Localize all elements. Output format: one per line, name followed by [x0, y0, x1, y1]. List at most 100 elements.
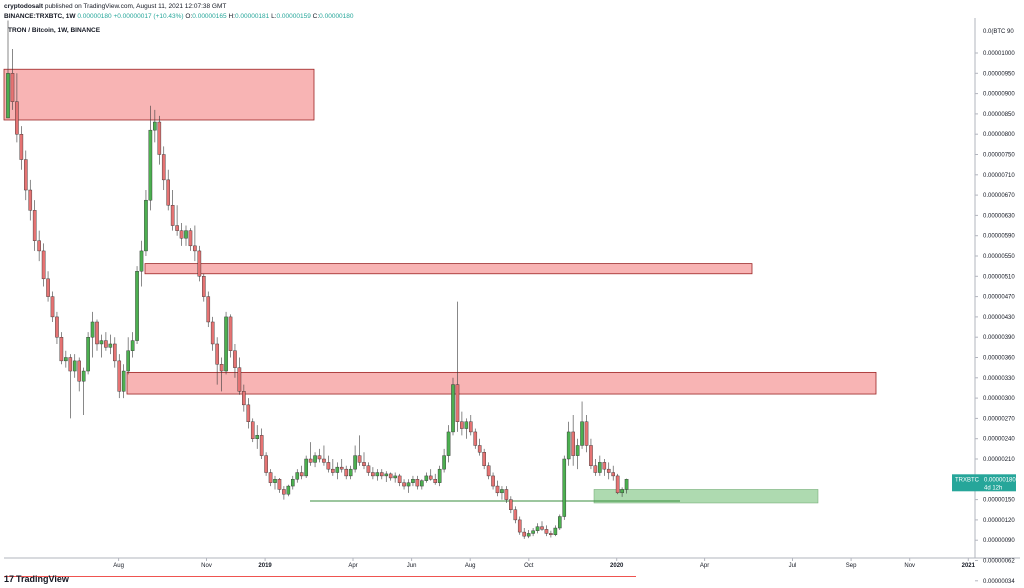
candle[interactable]	[210, 316, 215, 351]
candle[interactable]	[175, 205, 179, 236]
candle[interactable]	[509, 496, 513, 514]
time-axis[interactable]: Aug Nov 2019 Apr Jun Aug Oct 2020 Apr Jul Sep Nov 20…	[113, 558, 1024, 569]
candle[interactable]	[491, 472, 495, 490]
candle[interactable]	[317, 448, 322, 463]
candle[interactable]	[233, 343, 237, 378]
candle[interactable]	[571, 415, 575, 466]
candle[interactable]	[179, 223, 184, 246]
candle[interactable]	[24, 150, 28, 201]
candle[interactable]	[10, 48, 15, 110]
candle[interactable]	[250, 418, 255, 443]
candle[interactable]	[362, 452, 366, 470]
candle[interactable]	[526, 530, 531, 539]
candle[interactable]	[611, 465, 615, 481]
candle[interactable]	[295, 469, 300, 483]
candle[interactable]	[549, 530, 553, 538]
candle[interactable]	[482, 448, 486, 470]
candle[interactable]	[64, 350, 68, 368]
candle[interactable]	[615, 473, 620, 495]
candle[interactable]	[562, 455, 567, 520]
candle[interactable]	[589, 438, 593, 470]
candle[interactable]	[108, 334, 113, 355]
candle[interactable]	[486, 462, 491, 480]
candle[interactable]	[282, 486, 286, 500]
candle[interactable]	[242, 384, 246, 412]
candle[interactable]	[95, 319, 99, 351]
candle[interactable]	[161, 146, 166, 191]
candle[interactable]	[513, 506, 518, 524]
candle[interactable]	[291, 475, 295, 490]
candle[interactable]	[620, 487, 624, 497]
candle[interactable]	[99, 334, 104, 358]
candle[interactable]	[566, 421, 571, 466]
candle[interactable]	[371, 467, 375, 480]
candle[interactable]	[166, 169, 171, 211]
candle[interactable]	[558, 514, 562, 531]
candle[interactable]	[397, 473, 402, 487]
candle[interactable]	[215, 337, 219, 385]
candle[interactable]	[451, 377, 455, 436]
candle[interactable]	[335, 462, 340, 480]
candle[interactable]	[442, 448, 446, 473]
candle[interactable]	[575, 438, 580, 470]
candle[interactable]	[313, 452, 317, 468]
candle[interactable]	[19, 126, 24, 170]
candle[interactable]	[428, 469, 433, 481]
candle[interactable]	[130, 332, 135, 358]
candle[interactable]	[535, 523, 540, 534]
candle[interactable]	[517, 516, 522, 535]
resistance-zone[interactable]	[3, 68, 315, 121]
candle[interactable]	[59, 332, 64, 365]
candle[interactable]	[72, 354, 77, 378]
candle[interactable]	[540, 521, 544, 531]
candle[interactable]	[237, 357, 242, 395]
candle[interactable]	[415, 475, 420, 490]
candle[interactable]	[308, 442, 313, 466]
candle[interactable]	[344, 465, 349, 480]
candle[interactable]	[348, 465, 353, 480]
candle[interactable]	[255, 425, 260, 449]
candle[interactable]	[420, 479, 424, 490]
candle[interactable]	[495, 480, 500, 497]
candle[interactable]	[406, 479, 411, 493]
candle[interactable]	[339, 459, 344, 473]
candle[interactable]	[157, 115, 162, 165]
candle[interactable]	[500, 486, 504, 500]
candle[interactable]	[90, 311, 95, 358]
candle[interactable]	[433, 473, 438, 485]
candle[interactable]	[50, 291, 55, 322]
candle[interactable]	[477, 438, 482, 456]
candle[interactable]	[299, 465, 304, 480]
candle[interactable]	[598, 455, 602, 476]
resistance-zone[interactable]	[126, 371, 877, 395]
candle[interactable]	[455, 301, 460, 432]
candle[interactable]	[277, 477, 282, 493]
candle[interactable]	[326, 455, 331, 473]
candle[interactable]	[184, 225, 188, 246]
candle[interactable]	[246, 398, 251, 429]
candle[interactable]	[580, 401, 584, 449]
candle[interactable]	[224, 311, 228, 375]
author-name[interactable]: cryptodosalt	[4, 3, 44, 10]
candle[interactable]	[268, 469, 273, 487]
candle[interactable]	[15, 73, 19, 143]
candle[interactable]	[81, 367, 86, 416]
candle[interactable]	[188, 228, 193, 251]
candle[interactable]	[553, 525, 558, 537]
candle[interactable]	[624, 478, 629, 494]
candle[interactable]	[357, 435, 362, 466]
candle[interactable]	[353, 445, 357, 473]
candle[interactable]	[402, 479, 406, 490]
candle[interactable]	[424, 472, 429, 483]
candle[interactable]	[322, 445, 326, 466]
candle[interactable]	[446, 425, 451, 463]
candle[interactable]	[46, 271, 50, 302]
candle[interactable]	[6, 20, 10, 119]
candle[interactable]	[153, 109, 157, 143]
candle[interactable]	[606, 462, 611, 480]
candle[interactable]	[32, 200, 37, 251]
candle[interactable]	[148, 105, 153, 211]
candle[interactable]	[201, 273, 206, 302]
candle[interactable]	[28, 179, 33, 221]
resistance-zone[interactable]	[144, 263, 753, 275]
